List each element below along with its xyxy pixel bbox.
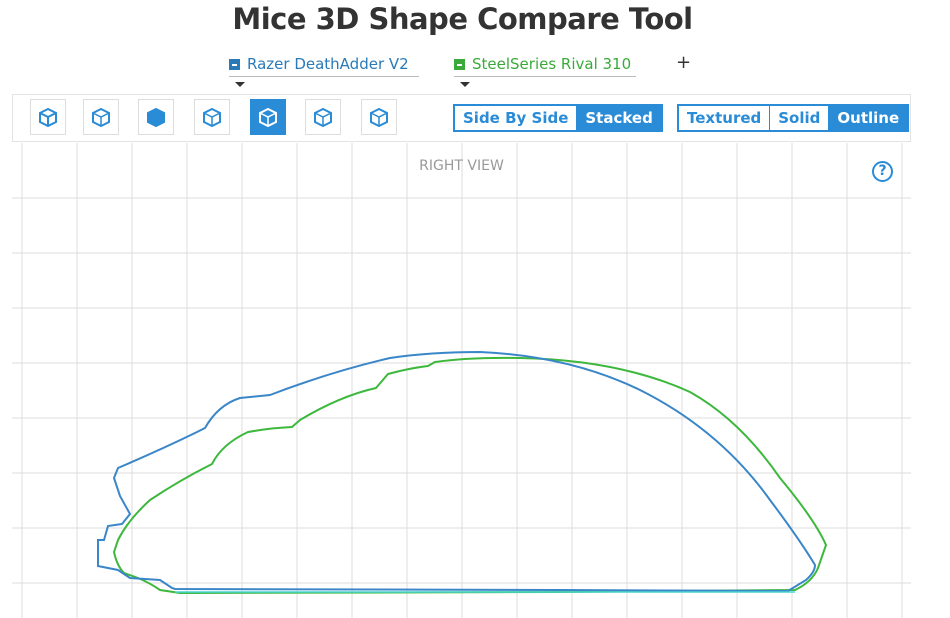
- remove-icon[interactable]: [229, 59, 240, 70]
- dropdown-caret: [460, 82, 470, 87]
- selector-label: Razer DeathAdder V2: [247, 55, 409, 73]
- blue-mouse-outline: [97, 350, 817, 593]
- view-button[interactable]: [305, 99, 341, 135]
- cube-icon: [147, 107, 165, 128]
- selector-label: SteelSeries Rival 310: [472, 55, 632, 73]
- cube-icon: [203, 107, 221, 128]
- cube-icon: [39, 107, 57, 128]
- cube-icon: [92, 107, 110, 128]
- mouse-selector[interactable]: SteelSeries Rival 310: [454, 54, 636, 87]
- grid: [12, 143, 911, 618]
- help-button[interactable]: ?: [872, 161, 893, 182]
- solid-button[interactable]: Solid: [770, 106, 830, 130]
- stacked-button[interactable]: Stacked: [577, 106, 661, 130]
- view-label: RIGHT VIEW: [419, 158, 504, 174]
- cube-icon: [259, 107, 277, 128]
- outline-button[interactable]: Outline: [829, 106, 908, 130]
- cube-icon: [370, 107, 388, 128]
- cube-icon: [314, 107, 332, 128]
- view-button[interactable]: [250, 99, 286, 135]
- dropdown-caret: [235, 82, 245, 87]
- render-toggle: Textured Solid Outline: [677, 104, 910, 132]
- page-title: Mice 3D Shape Compare Tool: [232, 2, 693, 36]
- side-by-side-button[interactable]: Side By Side: [455, 106, 578, 130]
- green-mouse-outline: [112, 356, 828, 595]
- remove-icon[interactable]: [454, 59, 465, 70]
- add-mouse-button[interactable]: +: [676, 52, 692, 73]
- view-button[interactable]: [194, 99, 230, 135]
- view-button[interactable]: [83, 99, 119, 135]
- mouse-selector[interactable]: Razer DeathAdder V2: [229, 54, 419, 87]
- view-button[interactable]: [138, 99, 174, 135]
- view-button[interactable]: [361, 99, 397, 135]
- layout-toggle: Side By Side Stacked: [453, 104, 663, 132]
- view-button[interactable]: [30, 99, 66, 135]
- textured-button[interactable]: Textured: [679, 106, 771, 130]
- 3d-viewport: [12, 143, 911, 618]
